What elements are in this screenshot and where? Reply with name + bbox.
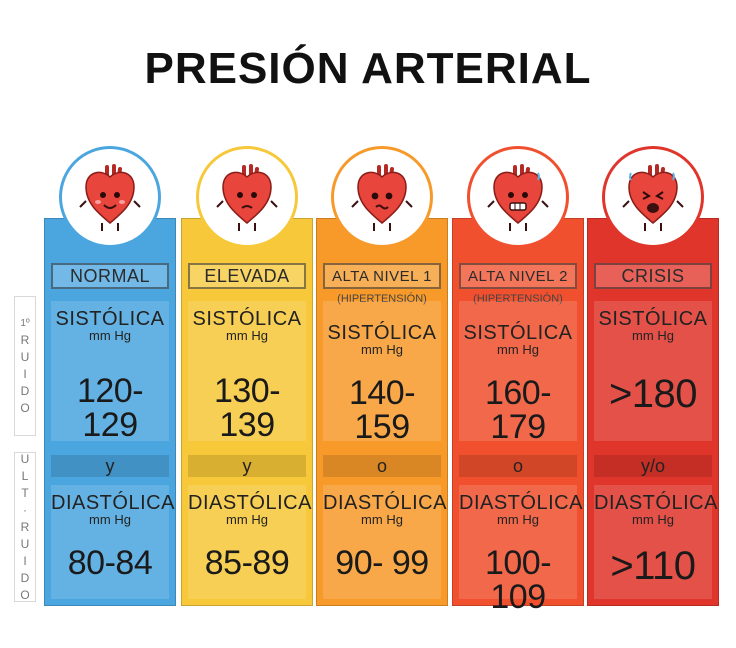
ruler-char: T xyxy=(21,485,29,500)
systolic-label: SISTÓLICA xyxy=(327,322,437,344)
systolic-value: 130-139 xyxy=(213,372,281,444)
diastolic-value: >110 xyxy=(610,544,696,588)
diastolic-unit: mm Hg xyxy=(89,512,131,527)
systolic-unit: mm Hg xyxy=(89,328,131,343)
ruler-char: D xyxy=(20,384,30,398)
category-header: ALTA NIVEL 2 xyxy=(459,263,577,289)
diastolic-label: DIASTÓLICA xyxy=(459,492,583,514)
diastolic-panel: DIASTÓLICA mm Hg 85-89 xyxy=(188,485,312,599)
systolic-label: SISTÓLICA xyxy=(55,308,165,330)
diastolic-label: DIASTÓLICA xyxy=(51,492,175,514)
ruler-char: R xyxy=(20,333,30,347)
ruler-char: U xyxy=(20,536,30,551)
ruler-char: L xyxy=(21,468,29,483)
page-title: PRESIÓN ARTERIAL xyxy=(144,44,592,93)
category-column-elevada: ELEVADA SISTÓLICA mm Hg 130-139 y DIASTÓLICA m… xyxy=(181,218,313,606)
diastolic-panel: DIASTÓLICA mm Hg 80-84 xyxy=(51,485,175,599)
systolic-label: SISTÓLICA xyxy=(598,308,708,330)
category-header: ALTA NIVEL 1 xyxy=(323,263,441,289)
systolic-panel: SISTÓLICA mm Hg 120-129 xyxy=(51,301,169,444)
diastolic-label: DIASTÓLICA xyxy=(188,492,312,514)
systolic-unit: mm Hg xyxy=(497,342,539,357)
distressed-heart-icon xyxy=(602,146,704,248)
systolic-value: 120-129 xyxy=(76,372,144,444)
diastolic-unit: mm Hg xyxy=(361,512,403,527)
systolic-panel: SISTÓLICA mm Hg >180 xyxy=(594,301,712,441)
first-sound-ruler: 1º R U I D O xyxy=(14,296,36,436)
diastolic-unit: mm Hg xyxy=(632,512,674,527)
ruler-char: I xyxy=(23,553,27,568)
conjunction-badge: o xyxy=(323,455,441,477)
systolic-label: SISTÓLICA xyxy=(192,308,302,330)
systolic-panel: SISTÓLICA mm Hg 160-179 xyxy=(459,301,577,446)
ruler-char: U xyxy=(20,350,30,364)
diastolic-value: 85-89 xyxy=(204,544,290,582)
ruler-char: · xyxy=(23,502,27,517)
happy-heart-icon xyxy=(59,146,161,248)
category-column-crisis: CRISIS SISTÓLICA mm Hg >180 y/o DIASTÓLICA mm … xyxy=(587,218,719,606)
category-column-normal: NORMAL SISTÓLICA mm Hg 120-129 y DIASTÓLICA mm… xyxy=(44,218,176,606)
confused-heart-icon xyxy=(196,146,298,248)
ruler-char: D xyxy=(20,570,30,585)
ruler-char: O xyxy=(20,401,30,415)
diastolic-value: 90- 99 xyxy=(335,544,429,582)
last-sound-ruler: U L T · R U I D O xyxy=(14,452,36,602)
diastolic-unit: mm Hg xyxy=(497,512,539,527)
diastolic-panel: DIASTÓLICA mm Hg 90- 99 xyxy=(323,485,447,599)
conjunction-badge: y xyxy=(51,455,169,477)
diastolic-panel: DIASTÓLICA mm Hg 100-109 xyxy=(459,485,583,614)
conjunction-badge: y/o xyxy=(594,455,712,477)
diastolic-value: 80-84 xyxy=(67,544,153,582)
worried-heart-icon xyxy=(331,146,433,248)
systolic-label: SISTÓLICA xyxy=(463,322,573,344)
systolic-panel: SISTÓLICA mm Hg 140-159 xyxy=(323,301,441,446)
systolic-value: >180 xyxy=(608,372,698,416)
systolic-unit: mm Hg xyxy=(226,328,268,343)
systolic-value: 160-179 xyxy=(484,374,552,446)
ruler-char: 1º xyxy=(20,318,30,329)
grimacing-heart-icon xyxy=(467,146,569,248)
category-column-alta1: ALTA NIVEL 1 (HIPERTENSIÓN) SISTÓLICA mm Hg… xyxy=(316,218,448,606)
diastolic-value: 100-109 xyxy=(484,544,552,616)
diastolic-label: DIASTÓLICA xyxy=(323,492,447,514)
conjunction-badge: y xyxy=(188,455,306,477)
ruler-char: U xyxy=(20,451,30,466)
category-header: CRISIS xyxy=(594,263,712,289)
category-subtitle: (HIPERTENSIÓN) xyxy=(337,293,427,305)
category-header: ELEVADA xyxy=(188,263,306,289)
diastolic-panel: DIASTÓLICA mm Hg >110 xyxy=(594,485,718,599)
ruler-char: R xyxy=(20,519,30,534)
systolic-unit: mm Hg xyxy=(361,342,403,357)
ruler-char: I xyxy=(23,367,27,381)
systolic-panel: SISTÓLICA mm Hg 130-139 xyxy=(188,301,306,444)
systolic-value: 140-159 xyxy=(348,374,416,446)
diastolic-label: DIASTÓLICA xyxy=(594,492,718,514)
diastolic-unit: mm Hg xyxy=(226,512,268,527)
ruler-char: O xyxy=(20,587,30,602)
conjunction-badge: o xyxy=(459,455,577,477)
systolic-unit: mm Hg xyxy=(632,328,674,343)
category-subtitle: (HIPERTENSIÓN) xyxy=(473,293,563,305)
category-column-alta2: ALTA NIVEL 2 (HIPERTENSIÓN) SISTÓLICA mm Hg… xyxy=(452,218,584,614)
category-header: NORMAL xyxy=(51,263,169,289)
